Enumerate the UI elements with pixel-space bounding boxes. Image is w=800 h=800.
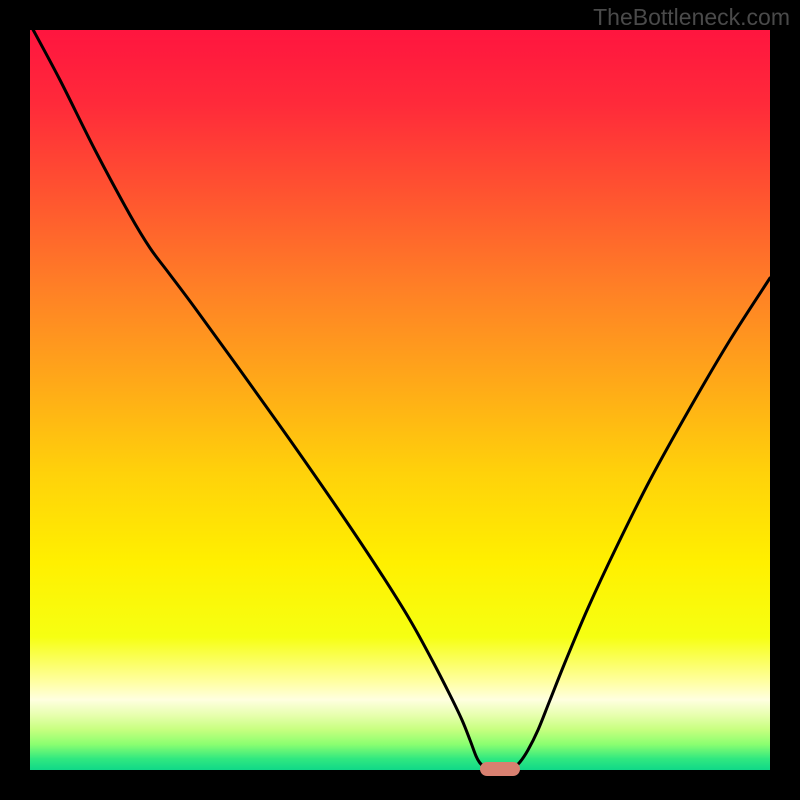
- trough-marker-pill: [480, 762, 520, 776]
- plot-background: [30, 30, 770, 770]
- attribution-label: TheBottleneck.com: [593, 4, 790, 31]
- bottleneck-chart: [0, 0, 800, 800]
- chart-stage: TheBottleneck.com: [0, 0, 800, 800]
